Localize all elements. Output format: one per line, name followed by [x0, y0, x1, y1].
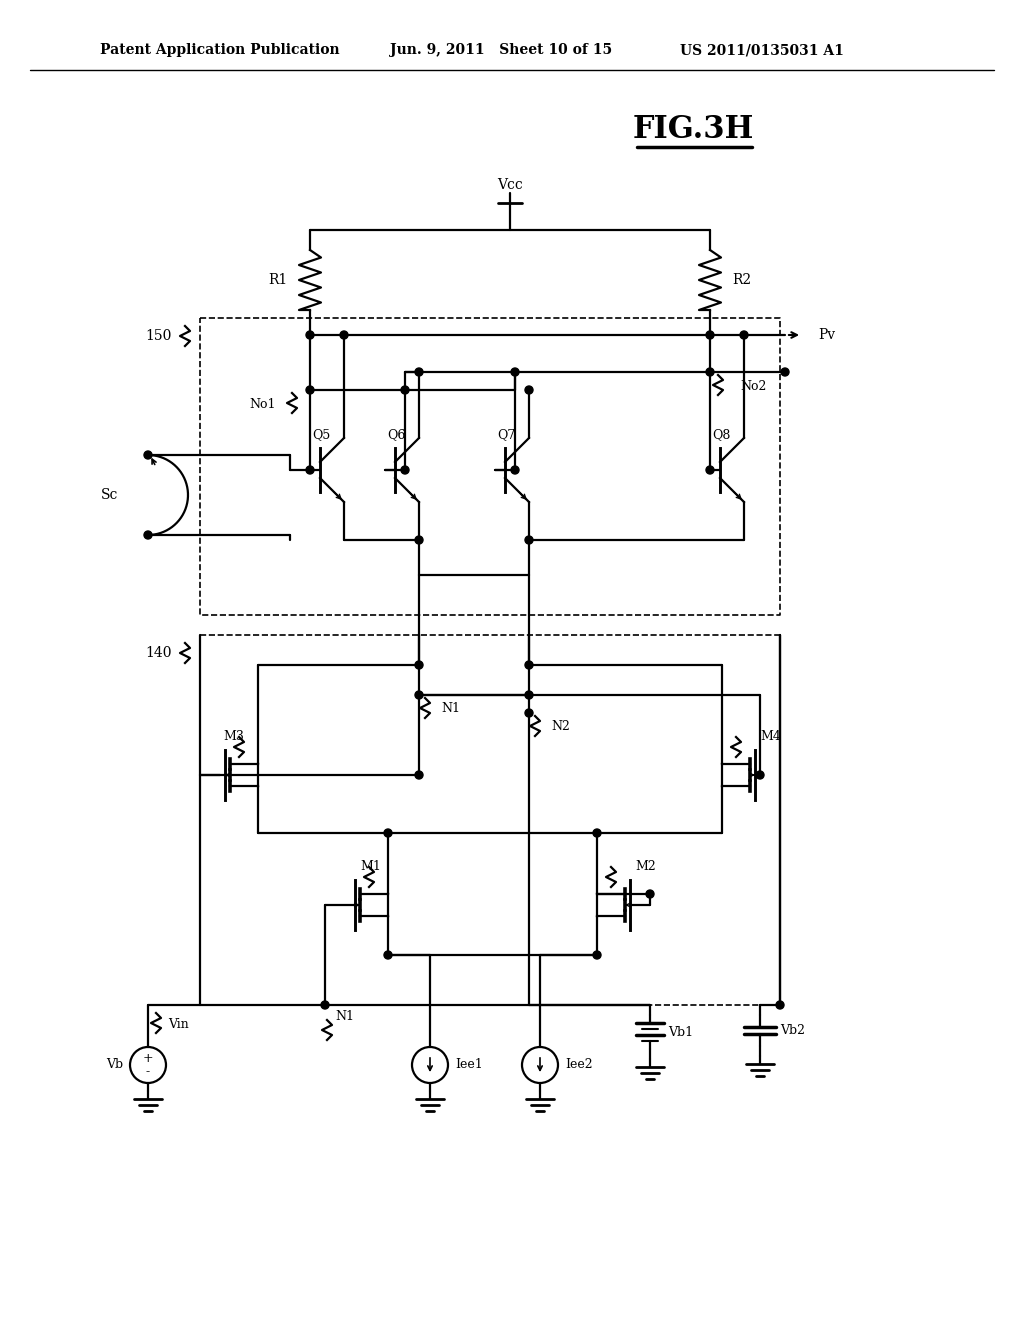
Circle shape	[415, 368, 423, 376]
Circle shape	[706, 368, 714, 376]
Text: N2: N2	[551, 721, 570, 734]
Text: Vb1: Vb1	[668, 1026, 693, 1039]
Text: Patent Application Publication: Patent Application Publication	[100, 44, 340, 57]
Circle shape	[525, 536, 534, 544]
Circle shape	[781, 368, 790, 376]
Circle shape	[144, 451, 152, 459]
Circle shape	[525, 385, 534, 393]
Text: N1: N1	[441, 702, 460, 715]
Text: R1: R1	[268, 273, 288, 286]
Circle shape	[525, 661, 534, 669]
Circle shape	[706, 466, 714, 474]
Text: Vb2: Vb2	[780, 1023, 805, 1036]
Circle shape	[401, 385, 409, 393]
Text: -: -	[146, 1065, 151, 1078]
Circle shape	[511, 466, 519, 474]
Circle shape	[525, 709, 534, 717]
Text: Jun. 9, 2011   Sheet 10 of 15: Jun. 9, 2011 Sheet 10 of 15	[390, 44, 612, 57]
Text: M1: M1	[360, 861, 381, 874]
Text: 140: 140	[145, 645, 172, 660]
Text: Pv: Pv	[818, 327, 836, 342]
Text: Vcc: Vcc	[497, 178, 523, 191]
Text: No1: No1	[250, 397, 276, 411]
Circle shape	[740, 331, 748, 339]
Text: Q8: Q8	[712, 429, 730, 441]
Circle shape	[511, 368, 519, 376]
Circle shape	[321, 1001, 329, 1008]
Text: R2: R2	[732, 273, 752, 286]
Text: M2: M2	[635, 861, 655, 874]
Text: Iee1: Iee1	[455, 1059, 482, 1072]
Text: M4: M4	[760, 730, 781, 743]
Circle shape	[593, 829, 601, 837]
Text: No2: No2	[740, 380, 766, 392]
Text: +: +	[142, 1052, 154, 1064]
Circle shape	[306, 385, 314, 393]
Text: Iee2: Iee2	[565, 1059, 593, 1072]
Circle shape	[415, 771, 423, 779]
Text: Vin: Vin	[168, 1019, 188, 1031]
Circle shape	[706, 331, 714, 339]
Circle shape	[756, 771, 764, 779]
Circle shape	[306, 331, 314, 339]
Circle shape	[384, 950, 392, 960]
Text: M3: M3	[223, 730, 244, 743]
Circle shape	[144, 531, 152, 539]
Text: Q7: Q7	[497, 429, 515, 441]
Circle shape	[776, 1001, 784, 1008]
Circle shape	[415, 690, 423, 700]
Circle shape	[415, 661, 423, 669]
Circle shape	[415, 536, 423, 544]
Text: US 2011/0135031 A1: US 2011/0135031 A1	[680, 44, 844, 57]
Text: Q6: Q6	[387, 429, 406, 441]
Circle shape	[306, 466, 314, 474]
Text: 150: 150	[145, 329, 172, 343]
Text: FIG.3H: FIG.3H	[632, 115, 754, 145]
Circle shape	[646, 890, 654, 898]
Circle shape	[593, 950, 601, 960]
Circle shape	[384, 829, 392, 837]
Circle shape	[340, 331, 348, 339]
Text: Vb: Vb	[105, 1059, 123, 1072]
Text: N1: N1	[335, 1011, 354, 1023]
Text: Q5: Q5	[312, 429, 331, 441]
Circle shape	[525, 690, 534, 700]
Text: Sc: Sc	[100, 488, 118, 502]
Circle shape	[401, 466, 409, 474]
